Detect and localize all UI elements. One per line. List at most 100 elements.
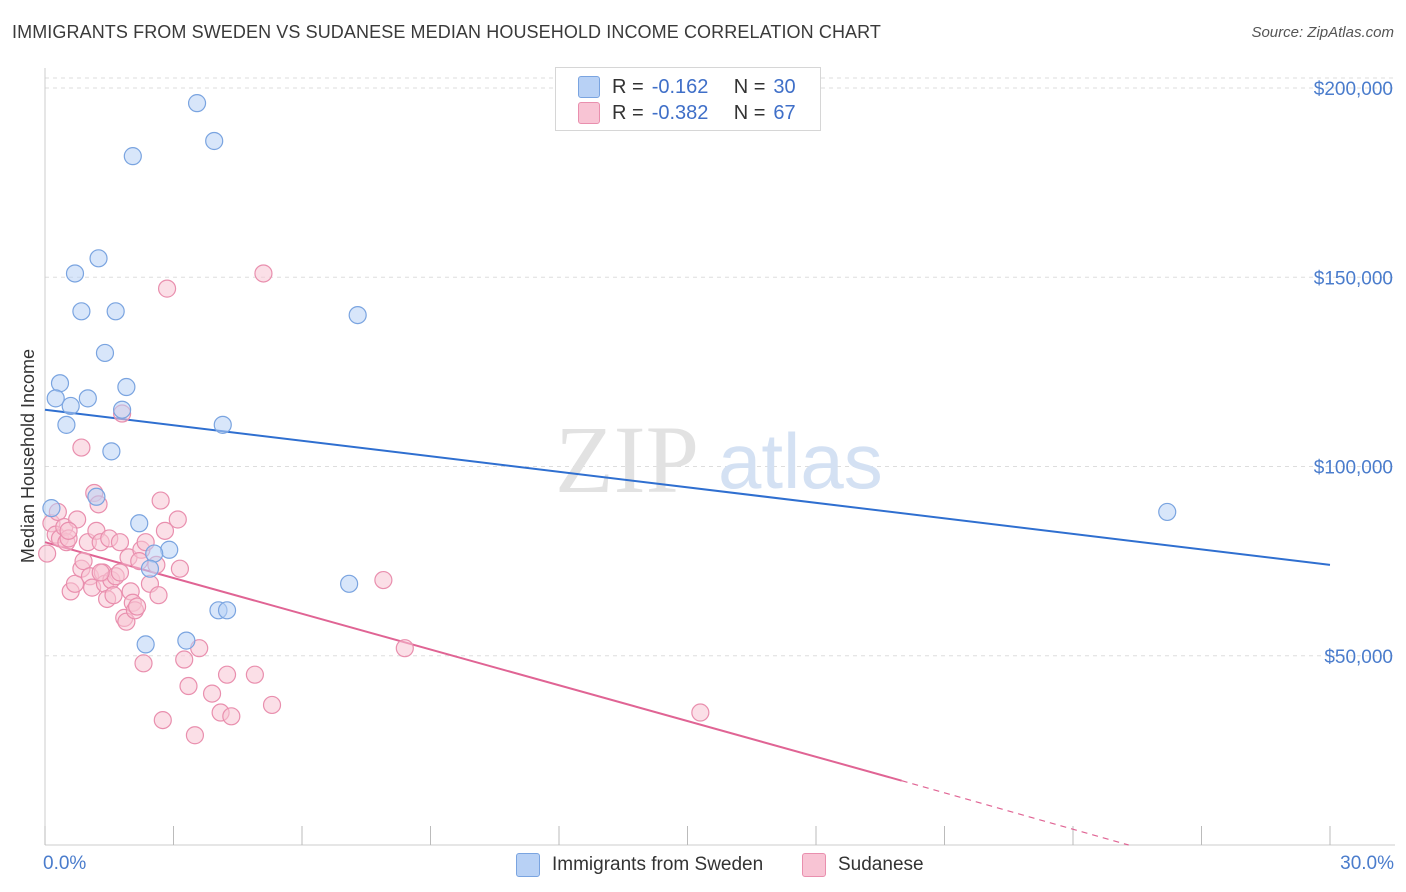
bottom-legend-sweden: Immigrants from Sweden	[516, 852, 763, 878]
legend-n-value-sudanese: 67	[773, 101, 796, 124]
point-sweden	[89, 249, 108, 268]
point-sweden	[140, 559, 160, 578]
point-sudanese	[175, 650, 194, 669]
point-sweden	[106, 302, 125, 321]
trend-lines	[44, 408, 1331, 846]
watermark-zip: ZIP	[555, 406, 699, 513]
trend-line-sudanese-extension	[901, 780, 1129, 846]
point-sweden	[205, 131, 224, 151]
point-sudanese	[179, 676, 198, 696]
y-tick-label: $150,000	[1314, 268, 1393, 289]
x-tick-labels: 0.0% 30.0%	[43, 853, 1394, 874]
point-sudanese	[374, 570, 393, 590]
legend-r-value-sudanese: -0.382	[651, 101, 709, 124]
legend-swatch-sudanese	[578, 102, 600, 124]
point-sweden	[217, 601, 237, 620]
legend-r-label: R =	[612, 75, 644, 98]
point-sweden	[61, 396, 80, 416]
trend-line-sweden	[44, 408, 1331, 566]
point-sweden	[57, 415, 76, 434]
point-sudanese	[157, 279, 177, 298]
point-sweden	[112, 400, 132, 419]
y-tick-labels: $50,000 $100,000 $150,000 $200,000	[1314, 79, 1393, 668]
point-sudanese	[110, 563, 130, 582]
point-sweden	[50, 374, 70, 393]
chart-title: IMMIGRANTS FROM SWEDEN VS SUDANESE MEDIA…	[12, 22, 882, 42]
point-sudanese	[222, 707, 241, 726]
point-sudanese	[245, 665, 264, 684]
point-sweden	[42, 499, 61, 518]
point-sudanese	[170, 559, 190, 578]
x-tick-label: 0.0%	[43, 853, 86, 874]
point-sweden	[46, 389, 65, 408]
correlation-legend: R = -0.162 N = 30 R = -0.382 N = 67	[555, 67, 821, 131]
point-sweden	[340, 574, 359, 593]
point-sweden	[160, 540, 179, 559]
bottom-legend-swatch-sweden	[516, 853, 540, 877]
y-axis-label: Median Household Income	[18, 349, 38, 563]
point-sudanese	[254, 264, 273, 283]
watermark: ZIP atlas	[555, 406, 883, 513]
y-tick-label: $50,000	[1324, 647, 1393, 668]
point-sweden	[117, 377, 136, 397]
bottom-legend-swatch-sudanese	[802, 853, 826, 877]
legend-swatch-sweden	[578, 76, 600, 98]
point-sweden	[1158, 502, 1177, 522]
point-sudanese	[91, 563, 110, 582]
bottom-legend-label-sudanese: Sudanese	[838, 854, 924, 875]
point-sudanese	[168, 510, 187, 529]
point-sudanese	[38, 544, 57, 563]
y-tick-label: $100,000	[1314, 458, 1393, 479]
point-sudanese	[262, 695, 282, 715]
axes	[44, 68, 1395, 846]
point-sudanese	[217, 665, 237, 684]
point-sudanese	[65, 574, 85, 593]
point-sudanese	[153, 710, 172, 730]
legend-n-value-sweden: 30	[773, 75, 796, 98]
point-sudanese	[104, 586, 123, 605]
point-sweden	[213, 415, 232, 434]
point-sweden	[130, 514, 149, 533]
legend-n-label: N =	[733, 75, 766, 98]
point-sudanese	[59, 521, 78, 540]
x-tick-label: 30.0%	[1340, 853, 1394, 874]
point-sudanese	[74, 552, 93, 571]
point-sweden	[145, 544, 164, 563]
point-sudanese	[185, 726, 205, 745]
point-sweden	[177, 631, 196, 650]
point-sweden	[136, 635, 155, 654]
point-sudanese	[155, 521, 175, 540]
legend-r-label: R =	[612, 101, 644, 124]
point-sudanese	[72, 438, 91, 457]
point-sweden	[95, 343, 115, 363]
point-sudanese	[134, 654, 153, 673]
point-sudanese	[127, 597, 147, 616]
trend-line-sudanese	[44, 541, 902, 782]
legend-r-value-sweden: -0.162	[651, 75, 709, 98]
data-points	[38, 94, 1177, 745]
point-sudanese	[149, 586, 168, 605]
point-sudanese	[151, 491, 170, 510]
point-sweden	[102, 442, 121, 461]
point-sweden	[87, 487, 106, 506]
point-sweden	[65, 264, 85, 283]
legend-n-label: N =	[733, 101, 766, 124]
point-sudanese	[202, 684, 222, 703]
bottom-legend-sudanese: Sudanese	[802, 852, 924, 878]
point-sweden	[72, 302, 91, 321]
legend-row-sudanese: R = -0.382 N = 67	[578, 100, 796, 126]
point-sweden	[78, 389, 97, 408]
legend-row-sweden: R = -0.162 N = 30	[578, 74, 796, 100]
point-sudanese	[395, 639, 414, 658]
point-sweden	[123, 147, 142, 166]
point-sudanese	[691, 703, 710, 722]
watermark-atlas: atlas	[718, 417, 883, 505]
bottom-legend-label-sweden: Immigrants from Sweden	[552, 854, 764, 875]
y-tick-label: $200,000	[1314, 79, 1393, 100]
point-sweden	[187, 94, 207, 113]
point-sudanese	[110, 533, 130, 552]
point-sweden	[348, 306, 367, 325]
gridlines	[45, 77, 1395, 657]
source-label: Source: ZipAtlas.com	[1251, 24, 1394, 41]
